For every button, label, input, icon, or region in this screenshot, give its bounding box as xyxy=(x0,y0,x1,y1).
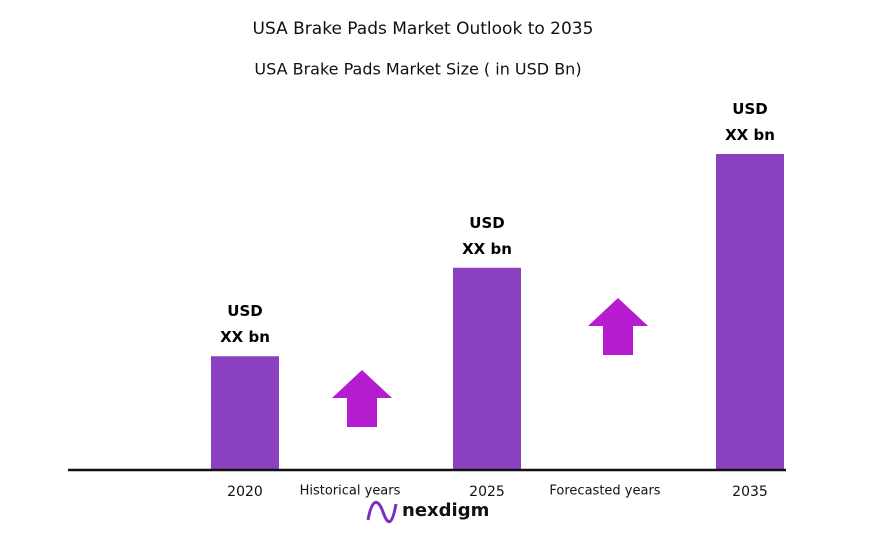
bar xyxy=(453,267,521,470)
bar xyxy=(716,154,784,470)
growth-arrow xyxy=(332,370,392,427)
annotation: Historical years xyxy=(300,484,401,499)
x-tick-label: 2020 xyxy=(227,484,263,500)
bar xyxy=(211,356,279,470)
value-label: USD XX bn xyxy=(220,302,270,347)
chart-title: USA Brake Pads Market Outlook to 2035 xyxy=(253,19,594,39)
value-label: USD XX bn xyxy=(462,213,512,258)
x-tick-label: 2025 xyxy=(469,484,505,500)
logo-icon xyxy=(366,501,398,523)
logo-text: nexdigm xyxy=(402,500,489,521)
annotation: Forecasted years xyxy=(549,484,660,499)
value-label: USD XX bn xyxy=(725,100,775,144)
x-tick-label: 2035 xyxy=(732,484,768,500)
growth-arrow xyxy=(588,298,648,355)
chart-subtitle: USA Brake Pads Market Size ( in USD Bn) xyxy=(254,60,581,79)
